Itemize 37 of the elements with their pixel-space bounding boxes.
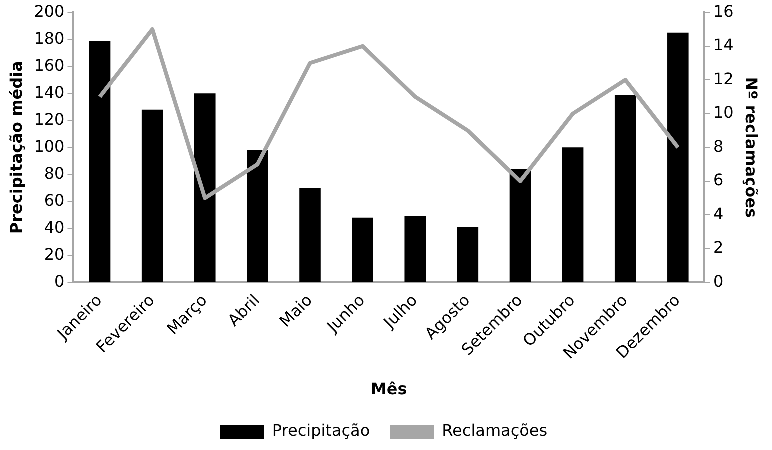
y2-tick-label: 8 — [713, 136, 724, 156]
y-tick-label: 20 — [44, 244, 65, 264]
legend-label: Reclamações — [442, 421, 548, 440]
legend-label: Precipitação — [272, 421, 370, 440]
y2-tick-label: 2 — [713, 238, 724, 258]
bar — [562, 148, 584, 282]
bar — [89, 40, 111, 282]
x-axis-title: Mês — [370, 380, 408, 399]
y-tick-label: 40 — [44, 218, 65, 237]
y2-axis-title: Nº reclamações — [742, 77, 762, 218]
bar — [457, 227, 479, 282]
bar — [614, 94, 636, 282]
y-tick-label: 200 — [34, 2, 65, 21]
y2-tick-label: 4 — [713, 204, 724, 224]
y-tick-label: 180 — [34, 28, 65, 48]
y-tick-label: 120 — [34, 110, 65, 129]
y-tick-label: 160 — [34, 56, 65, 75]
bar — [668, 32, 689, 282]
bar — [510, 169, 532, 282]
bar — [194, 94, 216, 282]
bar — [142, 110, 164, 282]
y-axis-title: Precipitação média — [6, 61, 26, 234]
bar — [352, 218, 374, 282]
bar — [300, 188, 321, 282]
bar — [247, 150, 268, 282]
y2-tick-label: 14 — [713, 36, 734, 55]
y-tick-label: 80 — [44, 164, 65, 183]
y-tick-label: 140 — [34, 82, 65, 102]
y-tick-label: 100 — [34, 136, 65, 156]
y2-tick-label: 0 — [713, 272, 724, 291]
y2-tick-label: 16 — [713, 2, 734, 21]
y-tick-label: 0 — [54, 272, 65, 291]
y-tick-label: 60 — [44, 190, 65, 210]
bar — [404, 216, 426, 282]
y2-tick-label: 6 — [713, 170, 724, 190]
y2-tick-label: 10 — [713, 103, 734, 122]
y2-tick-label: 12 — [713, 69, 734, 88]
